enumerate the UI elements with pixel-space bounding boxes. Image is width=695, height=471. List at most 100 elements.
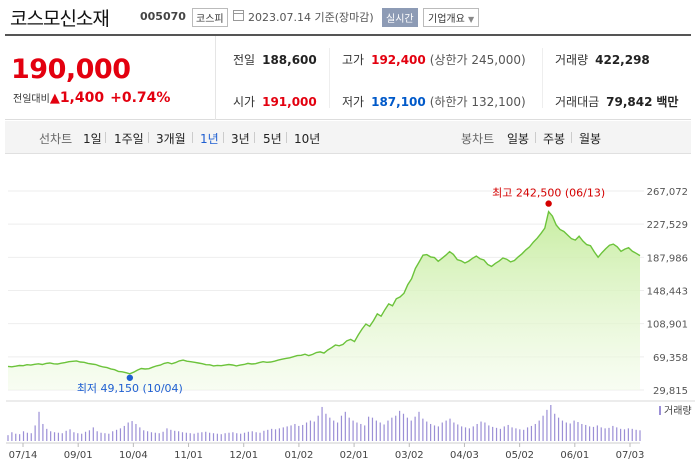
tab-daily-candle[interactable]: 일봉 [507, 132, 530, 146]
volume-bar [383, 424, 385, 441]
volume-bar [201, 432, 203, 441]
tab-1-day[interactable]: 1일 [83, 132, 102, 146]
volume-bar [84, 431, 87, 441]
high-label: 고가 [342, 53, 365, 67]
volume-bar [360, 423, 362, 441]
market-status: (장마감) [334, 11, 374, 24]
volume-bar [499, 428, 502, 441]
volume-bar [542, 415, 544, 441]
volume-bar [627, 428, 629, 441]
tab-weekly-candle[interactable]: 주봉 [543, 132, 566, 146]
volume-bar [34, 425, 36, 441]
change-label: 전일대비 [13, 94, 50, 105]
volume-bar [73, 432, 75, 441]
tab-5-years[interactable]: 5년 [263, 132, 282, 146]
volume-bar [569, 423, 571, 441]
volume-bar [395, 415, 397, 441]
volume-bar [224, 433, 226, 441]
trade-volume: 거래량 422,298 [555, 51, 650, 68]
volume-bar [348, 417, 350, 441]
price-chart[interactable]: 267,072 227,529 187,986 148,443 108,901 69,35… [0, 175, 695, 471]
volume-bar [507, 424, 509, 441]
chart-period-bar: 선차트 1일 1주일 3개월 1년 3년 5년 10년 봉차트 일봉 주봉 월봉 [5, 121, 691, 154]
volume-bar [321, 406, 323, 441]
trade-amount: 거래대금 79,842 백만 [555, 93, 678, 110]
up-arrow-icon: ▲ [49, 91, 60, 106]
volume-bar [286, 426, 288, 441]
x-tick-label: 11/01 [174, 450, 203, 461]
volume-bar [189, 433, 191, 441]
volume-bar [57, 432, 60, 441]
volume-bar [251, 431, 253, 441]
volume-bar [274, 429, 277, 441]
volume-bar [340, 415, 343, 441]
volume-bar [170, 429, 172, 441]
volume-bar [557, 417, 560, 441]
volume-bar [46, 428, 48, 441]
high-marker [545, 200, 552, 207]
volume-bar [422, 418, 424, 441]
volume-bar [344, 411, 346, 441]
low-label: 저가 [342, 95, 365, 109]
tab-3-years[interactable]: 3년 [231, 132, 250, 146]
volume-bar [143, 430, 145, 441]
volume-bar [115, 429, 118, 441]
tab-1-week[interactable]: 1주일 [114, 132, 144, 146]
volume-bar [453, 422, 455, 441]
volume-bar [523, 429, 525, 441]
market-badge: 코스피 [192, 8, 228, 27]
volume-bar [61, 433, 63, 441]
volume-bar [585, 424, 587, 441]
volume-bar [336, 422, 339, 441]
volume-bar [620, 428, 622, 441]
volume-bar [534, 423, 536, 441]
realtime-button[interactable]: 실시간 [382, 8, 418, 27]
upper-limit: (상한가 245,000) [429, 53, 526, 67]
tab-3-months[interactable]: 3개월 [156, 132, 186, 146]
volume-bar [77, 433, 79, 441]
volume-bar [600, 427, 602, 441]
y-tick-label: 187,986 [647, 253, 688, 264]
divider [542, 48, 543, 108]
volume-bar [573, 420, 575, 441]
volume-bar [472, 426, 474, 441]
volume-bar [623, 429, 626, 441]
divider [254, 132, 255, 143]
prev-close: 전일 188,600 [233, 51, 317, 68]
open-price: 시가 191,000 [233, 93, 317, 110]
high-annotation: 최고 242,500 (06/13) [492, 187, 605, 200]
volume-bar [526, 427, 529, 441]
volume-bar [123, 425, 125, 441]
volume-bar [317, 415, 319, 441]
low-value: 187,100 [371, 95, 426, 109]
divider [148, 132, 149, 143]
volume-bar [464, 427, 467, 441]
volume-bar [588, 426, 591, 441]
volume-bar [503, 426, 505, 441]
volume-bar [430, 423, 432, 441]
volume-bar [495, 427, 498, 441]
volume-bar [193, 433, 195, 441]
volume-bar [592, 426, 595, 441]
volume-bar [561, 420, 564, 441]
tab-1-year[interactable]: 1년 [200, 132, 219, 146]
open-label: 시가 [233, 95, 256, 109]
lower-limit: (하한가 132,100) [429, 95, 526, 109]
volume-bar [305, 422, 308, 441]
volume-bar [379, 422, 381, 441]
prev-close-label: 전일 [233, 53, 256, 67]
x-tick-label: 03/02 [395, 450, 424, 461]
company-overview-dropdown[interactable]: 기업개요 ▼ [423, 8, 480, 27]
volume-bar [104, 433, 106, 441]
volume-bar [65, 430, 67, 441]
volume-bar [267, 429, 269, 441]
volume-bar [375, 420, 377, 441]
volume-bar [7, 435, 9, 441]
volume-bar [216, 433, 218, 441]
tab-monthly-candle[interactable]: 월봉 [579, 132, 602, 146]
x-tick-label: 02/01 [340, 450, 369, 461]
volume-bar [581, 423, 583, 441]
x-axis-ticks: 07/14 09/01 10/04 11/01 12/01 01/02 02/01 03/02… [9, 443, 644, 461]
tab-10-years[interactable]: 10년 [294, 132, 321, 146]
volume-bar [271, 428, 273, 441]
